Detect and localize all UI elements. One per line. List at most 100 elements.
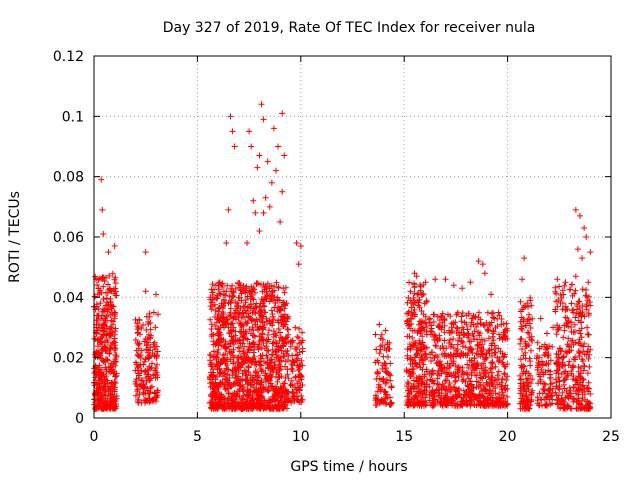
- data-point: [107, 346, 114, 353]
- data-point: [581, 391, 588, 398]
- data-point: [458, 318, 465, 325]
- data-point: [381, 362, 388, 369]
- data-point: [253, 404, 260, 411]
- data-point: [568, 370, 575, 377]
- data-point: [235, 337, 242, 344]
- data-point: [246, 347, 253, 354]
- data-point: [476, 369, 483, 376]
- data-point: [281, 315, 288, 322]
- data-point: [458, 402, 465, 409]
- data-point: [247, 388, 254, 395]
- data-point: [576, 336, 583, 343]
- data-point: [419, 333, 426, 340]
- data-point: [415, 302, 422, 309]
- data-point: [408, 388, 415, 395]
- data-point: [560, 377, 567, 384]
- data-point: [274, 308, 281, 315]
- data-point: [536, 361, 543, 368]
- data-point: [102, 379, 109, 386]
- data-point: [141, 338, 148, 345]
- data-point: [492, 363, 499, 370]
- data-point: [428, 358, 435, 365]
- data-point: [100, 230, 107, 237]
- data-point: [110, 321, 117, 328]
- data-point: [434, 353, 441, 360]
- data-point: [212, 282, 219, 289]
- data-point: [256, 405, 263, 412]
- data-point: [553, 298, 560, 305]
- data-point: [102, 344, 109, 351]
- data-point: [562, 279, 569, 286]
- data-point: [280, 323, 287, 330]
- data-point: [459, 378, 466, 385]
- data-point: [138, 325, 145, 332]
- data-point: [243, 330, 250, 337]
- data-point: [422, 399, 429, 406]
- y-axis-label: ROTI / TECUs: [7, 191, 23, 283]
- data-point: [95, 389, 102, 396]
- data-point: [444, 400, 451, 407]
- data-point: [569, 364, 576, 371]
- data-point: [553, 290, 560, 297]
- data-point: [229, 282, 236, 289]
- data-point: [216, 338, 223, 345]
- data-point: [223, 365, 230, 372]
- data-point: [245, 404, 252, 411]
- data-point: [232, 285, 239, 292]
- data-point: [555, 392, 562, 399]
- data-point: [235, 294, 242, 301]
- data-point: [545, 367, 552, 374]
- data-point: [253, 300, 260, 307]
- data-point: [487, 365, 494, 372]
- data-point: [271, 283, 278, 290]
- data-point: [488, 310, 495, 317]
- data-point: [247, 314, 254, 321]
- data-point: [251, 361, 258, 368]
- data-point: [554, 367, 561, 374]
- data-point: [498, 384, 505, 391]
- data-point: [376, 321, 383, 328]
- data-point: [454, 325, 461, 332]
- data-point: [523, 375, 530, 382]
- data-point: [525, 316, 532, 323]
- data-point: [112, 339, 119, 346]
- data-point: [454, 402, 461, 409]
- data-point: [474, 320, 481, 327]
- data-point: [410, 383, 417, 390]
- data-point: [282, 358, 289, 365]
- data-point: [271, 304, 278, 311]
- data-point: [495, 368, 502, 375]
- data-point: [403, 367, 410, 374]
- data-point: [216, 305, 223, 312]
- data-point: [519, 370, 526, 377]
- data-point: [430, 402, 437, 409]
- data-point: [552, 284, 559, 291]
- data-point: [224, 385, 231, 392]
- data-point: [230, 337, 237, 344]
- data-point: [455, 385, 462, 392]
- data-point: [479, 261, 486, 268]
- data-point: [387, 394, 394, 401]
- data-point: [110, 368, 117, 375]
- data-point: [534, 362, 541, 369]
- data-point: [489, 333, 496, 340]
- data-point: [110, 361, 117, 368]
- data-point: [102, 338, 109, 345]
- data-point: [104, 395, 111, 402]
- data-point: [282, 374, 289, 381]
- data-point: [373, 346, 380, 353]
- data-point: [567, 286, 574, 293]
- data-point: [517, 356, 524, 363]
- data-point: [217, 291, 224, 298]
- data-point: [240, 313, 247, 320]
- data-point: [473, 350, 480, 357]
- data-point: [223, 240, 230, 247]
- data-point: [567, 405, 574, 412]
- data-point: [569, 281, 576, 288]
- data-point: [504, 401, 511, 408]
- data-point: [561, 282, 568, 289]
- data-point: [527, 324, 534, 331]
- data-point: [99, 308, 106, 315]
- data-point: [219, 405, 226, 412]
- data-point: [464, 401, 471, 408]
